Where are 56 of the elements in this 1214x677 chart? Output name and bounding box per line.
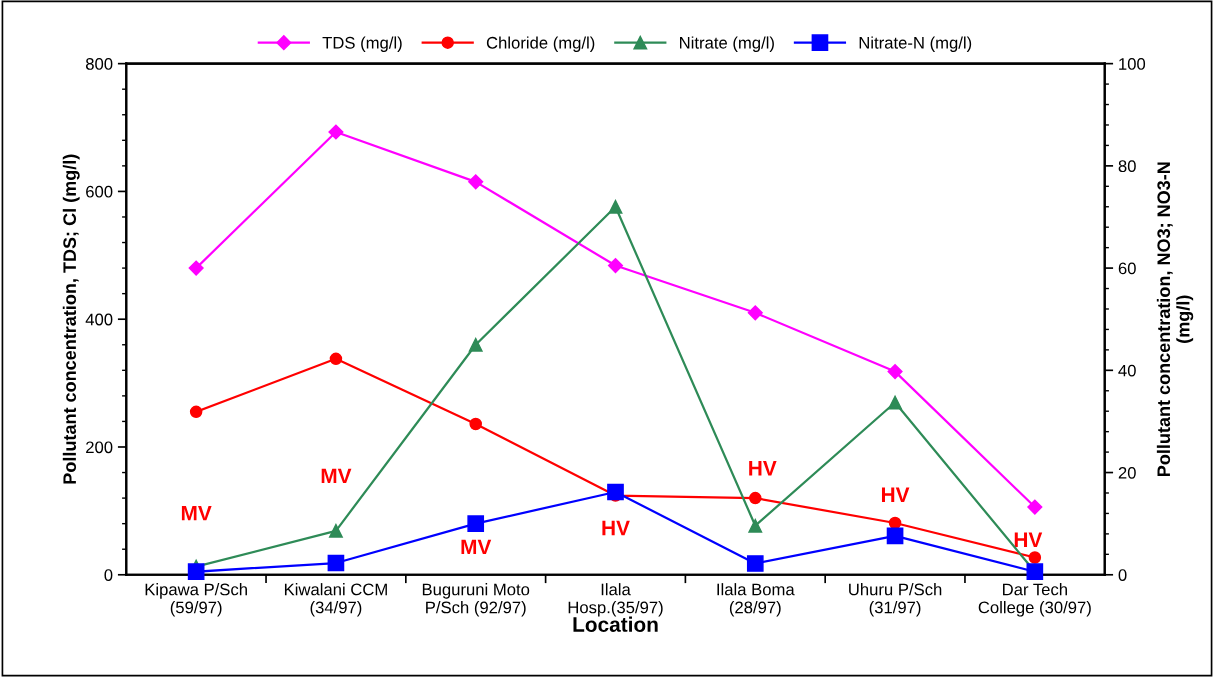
point bbox=[747, 305, 763, 321]
point bbox=[1028, 551, 1042, 564]
point bbox=[748, 518, 763, 533]
point bbox=[189, 405, 203, 419]
point bbox=[749, 491, 762, 505]
x-tick-label: Kiwalani CCM (34/97) bbox=[284, 583, 387, 617]
point bbox=[469, 417, 482, 431]
point bbox=[607, 483, 624, 501]
annotation: MV bbox=[321, 468, 352, 484]
point bbox=[328, 124, 344, 140]
y-tick-label: 400 bbox=[85, 313, 113, 326]
point bbox=[888, 395, 903, 410]
y-tick-label: 800 bbox=[85, 58, 113, 70]
point bbox=[468, 174, 484, 190]
y2-tick-label: 0 bbox=[1118, 569, 1127, 581]
y-tick-label: 200 bbox=[86, 441, 113, 454]
annotation: HV bbox=[602, 520, 630, 536]
point bbox=[329, 352, 343, 366]
x-tick-label: Buguruni Moto P/Sch (92/97) bbox=[422, 583, 530, 617]
point bbox=[746, 555, 764, 572]
y2-axis-title: Pollutant concentration, NO3; NO3-N (mg/l) bbox=[1156, 162, 1194, 476]
y-axis-title: Pollutant concentration, TDS; Cl (mg/l) bbox=[62, 154, 80, 484]
point bbox=[467, 515, 485, 532]
annotation: HV bbox=[749, 461, 777, 476]
y2-tick-label: 20 bbox=[1118, 466, 1136, 479]
x-tick-label: Ilala Boma (28/97) bbox=[717, 583, 795, 617]
point bbox=[1027, 499, 1043, 515]
point bbox=[607, 257, 624, 274]
x-axis-title: Location bbox=[573, 616, 658, 632]
legend-label: Nitrate (mg/l) bbox=[680, 36, 774, 52]
x-tick-label: Dar Tech College (30/97) bbox=[978, 583, 1091, 617]
annotation: HV bbox=[1014, 532, 1043, 547]
point bbox=[327, 554, 345, 572]
x-tick-label: Ilala Hosp.(35/97) bbox=[568, 583, 663, 617]
point bbox=[328, 523, 343, 538]
legend-label: Chloride (mg/l) bbox=[486, 36, 595, 52]
y2-tick-label: 80 bbox=[1118, 160, 1136, 173]
x-tick-label: Kipawa P/Sch (59/97) bbox=[145, 583, 247, 617]
y-tick-label: 600 bbox=[86, 185, 113, 198]
y-tick-label: 0 bbox=[104, 569, 113, 581]
annotation: MV bbox=[181, 506, 212, 521]
point bbox=[888, 516, 902, 530]
y2-tick-label: 100 bbox=[1119, 58, 1146, 70]
legend-label: TDS (mg/l) bbox=[322, 36, 402, 52]
point bbox=[608, 199, 623, 214]
annotation: MV bbox=[461, 539, 492, 555]
x-tick-label: Uhuru P/Sch (31/97) bbox=[849, 583, 942, 617]
legend-label: Nitrate-N (mg/l) bbox=[859, 36, 972, 52]
point bbox=[468, 337, 483, 352]
point bbox=[187, 563, 205, 581]
y2-tick-label: 40 bbox=[1118, 364, 1136, 377]
annotation: HV bbox=[881, 487, 910, 502]
point bbox=[188, 260, 204, 276]
y2-tick-label: 60 bbox=[1118, 262, 1136, 275]
point bbox=[887, 364, 903, 380]
point bbox=[886, 527, 904, 545]
